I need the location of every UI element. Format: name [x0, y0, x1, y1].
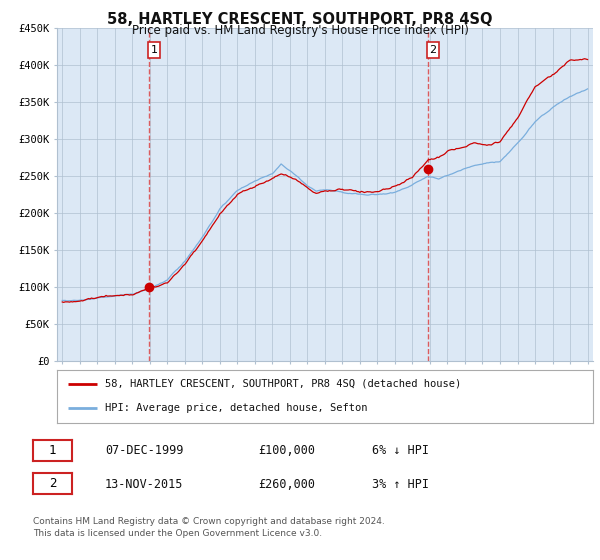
Text: 13-NOV-2015: 13-NOV-2015 — [105, 478, 184, 491]
Text: HPI: Average price, detached house, Sefton: HPI: Average price, detached house, Seft… — [105, 403, 368, 413]
Text: 2: 2 — [430, 45, 436, 55]
Text: £260,000: £260,000 — [258, 478, 315, 491]
Text: 1: 1 — [49, 444, 56, 457]
Text: 1: 1 — [151, 45, 157, 55]
Text: This data is licensed under the Open Government Licence v3.0.: This data is licensed under the Open Gov… — [33, 529, 322, 538]
Text: Price paid vs. HM Land Registry's House Price Index (HPI): Price paid vs. HM Land Registry's House … — [131, 24, 469, 36]
Text: Contains HM Land Registry data © Crown copyright and database right 2024.: Contains HM Land Registry data © Crown c… — [33, 517, 385, 526]
Text: 3% ↑ HPI: 3% ↑ HPI — [372, 478, 429, 491]
Text: £100,000: £100,000 — [258, 444, 315, 458]
Text: 6% ↓ HPI: 6% ↓ HPI — [372, 444, 429, 458]
Text: 58, HARTLEY CRESCENT, SOUTHPORT, PR8 4SQ (detached house): 58, HARTLEY CRESCENT, SOUTHPORT, PR8 4SQ… — [105, 379, 461, 389]
Text: 58, HARTLEY CRESCENT, SOUTHPORT, PR8 4SQ: 58, HARTLEY CRESCENT, SOUTHPORT, PR8 4SQ — [107, 12, 493, 27]
Text: 07-DEC-1999: 07-DEC-1999 — [105, 444, 184, 458]
Text: 2: 2 — [49, 477, 56, 491]
